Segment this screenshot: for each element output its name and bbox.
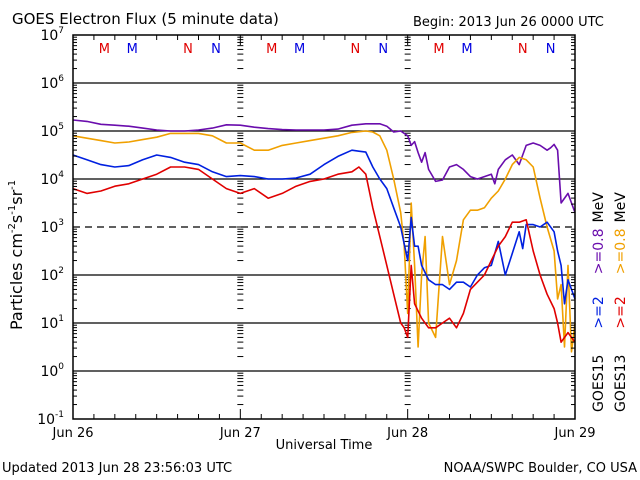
x-tick-label: Jun 29 bbox=[554, 426, 596, 441]
legend-goes13: GOES13>=2>=0.8MeV bbox=[613, 192, 629, 412]
marker-label: M bbox=[266, 42, 277, 57]
y-tick-label: 103 bbox=[40, 218, 64, 236]
marker-label: M bbox=[127, 42, 138, 57]
series-line-goes15-2-mev bbox=[72, 149, 576, 305]
marker-label: N bbox=[183, 42, 193, 57]
x-tick-labels: Jun 26 Jun 27 Jun 28 Jun 29 bbox=[52, 426, 596, 441]
series-line-goes13-0-8-mev bbox=[72, 130, 576, 353]
y-tick-label: 100 bbox=[40, 362, 64, 380]
marker-label: N bbox=[378, 42, 388, 57]
marker-label: N bbox=[518, 42, 528, 57]
series-line-goes13-2-mev bbox=[72, 166, 576, 343]
updated-timestamp: Updated 2013 Jun 28 23:56:03 UTC bbox=[2, 461, 232, 476]
series-lines bbox=[72, 119, 576, 353]
y-axis-label: Particles cm-2s-1sr-1 bbox=[7, 180, 26, 330]
marker-label: M bbox=[294, 42, 305, 57]
legend-goes15: GOES15>=2>=0.8MeV bbox=[591, 192, 607, 412]
x-axis-label: Universal Time bbox=[276, 438, 373, 453]
y-tick-label: 101 bbox=[40, 314, 64, 332]
gridlines bbox=[73, 82, 575, 372]
axis-ticks bbox=[72, 35, 576, 419]
x-tick-label: Jun 27 bbox=[219, 426, 261, 441]
y-tick-label: 102 bbox=[40, 266, 64, 284]
y-tick-label: 10-1 bbox=[37, 410, 64, 428]
marker-label: M bbox=[99, 42, 110, 57]
y-tick-labels: 107 106 105 104 103 102 101 100 10-1 bbox=[37, 26, 64, 428]
begin-label: Begin: 2013 Jun 26 0000 UTC bbox=[413, 15, 604, 30]
marker-label: N bbox=[211, 42, 221, 57]
x-tick-label: Jun 28 bbox=[386, 426, 428, 441]
marker-label: N bbox=[351, 42, 361, 57]
y-tick-label: 104 bbox=[40, 170, 64, 188]
marker-label: N bbox=[546, 42, 556, 57]
marker-label: M bbox=[461, 42, 472, 57]
y-tick-label: 107 bbox=[40, 26, 64, 44]
series-line-goes15-0-8-mev bbox=[72, 119, 576, 213]
day-minor-ticks bbox=[236, 36, 412, 420]
y-tick-label: 105 bbox=[40, 122, 64, 140]
credit-label: NOAA/SWPC Boulder, CO USA bbox=[444, 461, 637, 476]
y-tick-label: 106 bbox=[40, 74, 64, 92]
marker-label: M bbox=[433, 42, 444, 57]
chart-title: GOES Electron Flux (5 minute data) bbox=[12, 10, 279, 28]
x-tick-label: Jun 26 bbox=[52, 426, 94, 441]
